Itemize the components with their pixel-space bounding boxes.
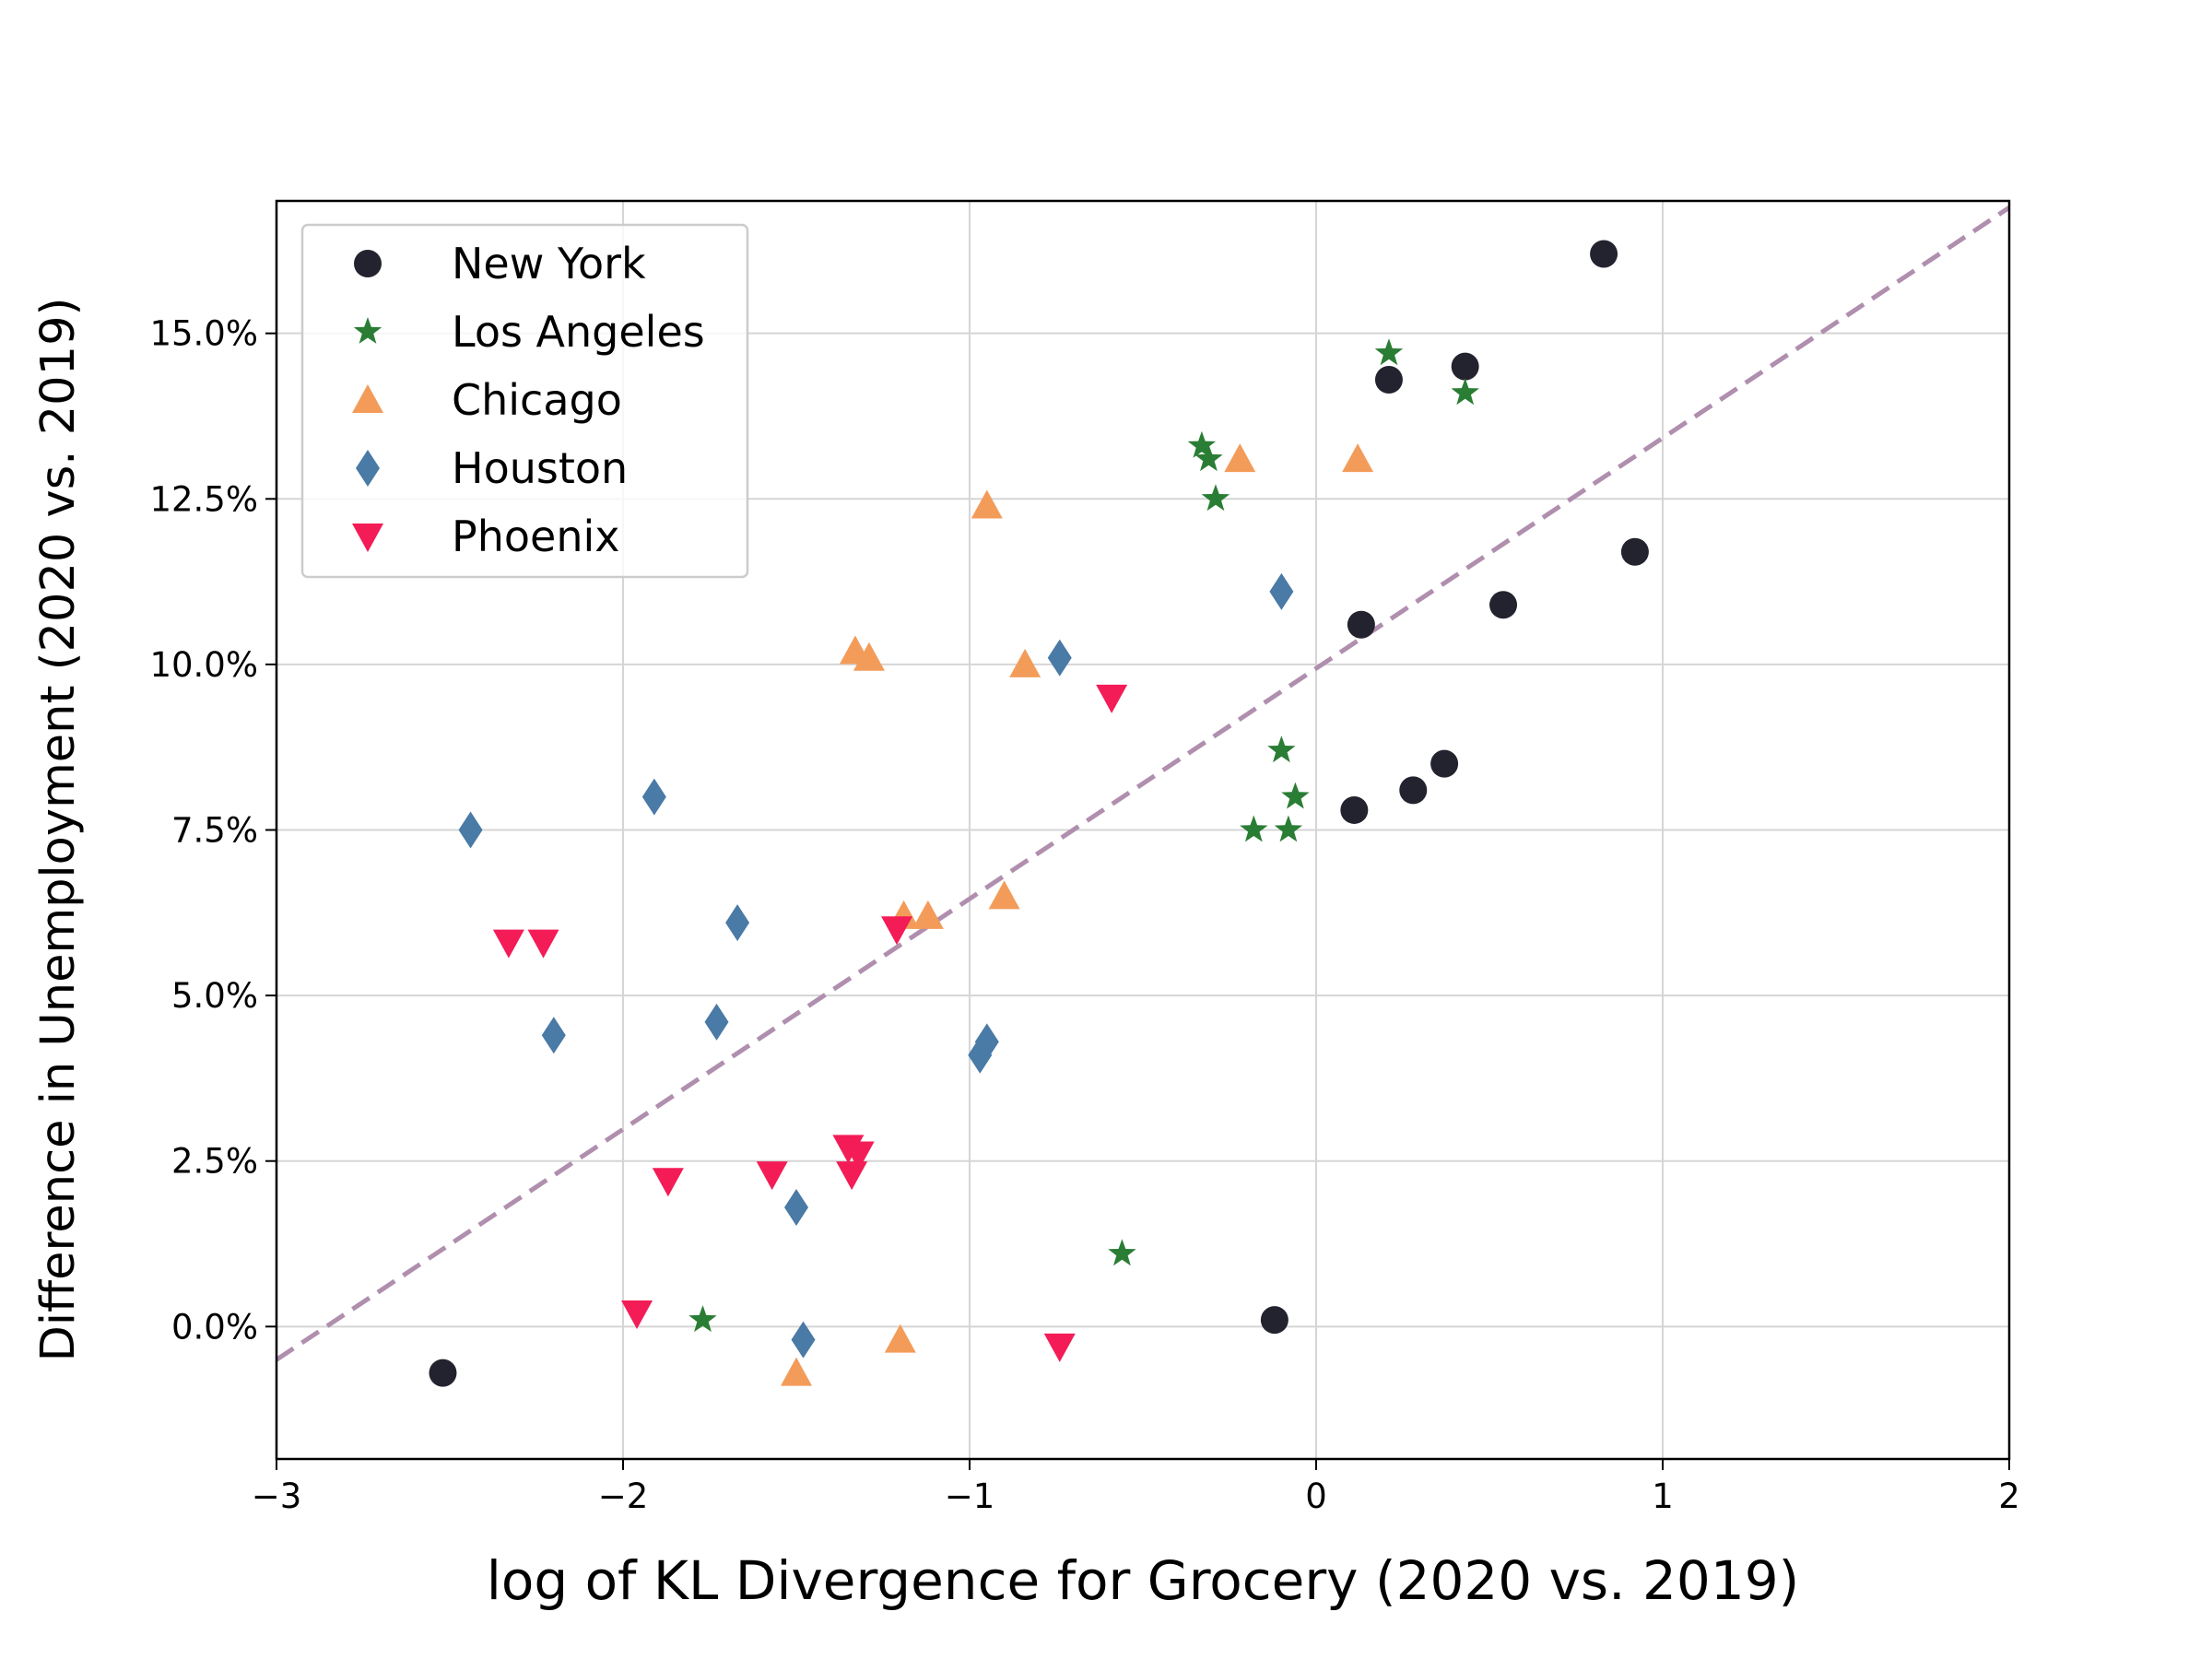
legend-marker-los-angeles [353,317,382,344]
los-angeles-point [1194,444,1223,472]
los-angeles-point [1267,735,1296,763]
houston-point [725,904,750,942]
x-tick-label: 1 [1652,1477,1674,1516]
phoenix-point [652,1168,684,1197]
phoenix-point [842,1141,875,1171]
legend-marker-houston [356,450,380,487]
chicago-point [1342,443,1374,473]
y-tick-label: 7.5% [171,811,258,851]
chicago-point [884,1324,916,1353]
chicago-point [853,641,885,671]
data-points [429,240,1649,1387]
legend-label-chicago: Chicago [452,375,622,425]
new-york-point [1374,365,1403,394]
new-york-point [1620,537,1649,566]
chicago-point [1009,648,1041,677]
los-angeles-point [1108,1239,1136,1266]
new-york-point [1347,610,1375,639]
legend-box [300,223,749,579]
legend: New York Los Angeles Chicago Houston Phoenix [300,223,749,579]
y-axis-label: Difference in Unemployment (2020 vs. 201… [31,298,86,1362]
chicago-point [1224,443,1256,473]
houston-point [641,778,666,816]
x-axis-ticks: −3 −2 −1 0 1 2 [252,1459,2020,1516]
legend-label-new-york: New York [452,239,646,288]
los-angeles-point [1374,338,1404,366]
houston-point [791,1321,816,1359]
phoenix-point [756,1161,788,1191]
chicago-point [971,489,1003,519]
phoenix-point [621,1300,653,1329]
y-tick-label: 5.0% [171,976,258,1016]
houston-point [458,811,483,849]
y-tick-label: 0.0% [171,1307,258,1347]
new-york-point [1590,240,1618,268]
phoenix-point [836,1161,868,1191]
los-angeles-point [1187,430,1217,458]
phoenix-point [492,929,524,959]
fit-line-layer [275,206,2011,1362]
y-axis-ticks: 0.0% 2.5% 5.0% 7.5% 10.0% 12.5% 15.0% [149,314,276,1347]
houston-point [784,1189,808,1226]
y-tick-label: 10.0% [149,645,258,685]
legend-label-phoenix: Phoenix [452,512,620,561]
legend-marker-phoenix [352,524,383,552]
x-tick-label: −2 [598,1477,649,1516]
houston-point [1269,572,1294,610]
houston-point [1047,639,1072,677]
x-axis-label: log of KL Divergence for Grocery (2020 v… [487,1549,1800,1612]
los-angeles-point [1451,378,1479,406]
new-york-point [1430,749,1459,778]
chicago-point [781,1357,812,1386]
phoenix-point [1096,684,1128,713]
los-angeles-point [1281,782,1310,809]
new-york-point [1399,776,1428,805]
x-tick-label: −3 [252,1477,302,1516]
phoenix-point [1043,1333,1076,1362]
los-angeles-point [1274,815,1303,842]
x-tick-label: 0 [1305,1477,1327,1516]
x-tick-label: −1 [945,1477,995,1516]
los-angeles-point [1201,484,1230,512]
new-york-point [429,1359,457,1387]
los-angeles-point [688,1305,717,1333]
y-tick-label: 15.0% [149,314,258,354]
chicago-point [912,900,944,929]
chicago-point [988,880,1020,910]
phoenix-point [881,916,913,946]
new-york-point [1489,591,1518,619]
legend-label-houston: Houston [452,443,628,493]
los-angeles-point [1240,815,1268,842]
houston-point [704,1003,729,1041]
new-york-point [1260,1306,1288,1335]
phoenix-point [527,929,559,959]
y-tick-label: 12.5% [149,479,258,519]
legend-marker-chicago [352,384,383,413]
houston-point [968,1036,993,1074]
houston-point [541,1017,566,1054]
legend-label-los-angeles: Los Angeles [452,307,705,357]
legend-marker-new-york [354,250,382,277]
fit-line [275,206,2011,1362]
new-york-point [1451,352,1479,381]
new-york-point [1340,795,1369,824]
y-tick-label: 2.5% [171,1142,258,1182]
x-tick-label: 2 [1998,1477,2020,1516]
